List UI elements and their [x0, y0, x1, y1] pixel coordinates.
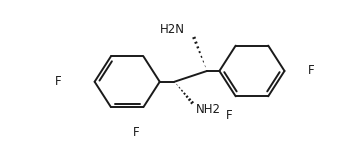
Text: F: F — [225, 109, 232, 122]
Text: F: F — [308, 64, 314, 78]
Text: NH2: NH2 — [196, 103, 221, 116]
Text: F: F — [55, 75, 62, 88]
Text: H2N: H2N — [160, 23, 184, 36]
Text: F: F — [132, 126, 139, 139]
